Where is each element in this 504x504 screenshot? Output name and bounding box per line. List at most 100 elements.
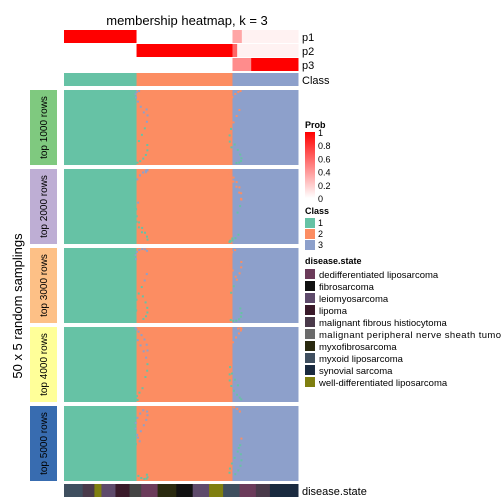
disease-state-cell-6: [141, 484, 159, 497]
heat-block-class-3: [232, 169, 299, 244]
heat-noise-cell: [239, 90, 242, 93]
heat-noise-cell: [229, 176, 232, 179]
heat-noise-cell: [135, 220, 138, 223]
heat-noise-cell: [137, 226, 140, 229]
prob-tick-label: 0: [318, 194, 323, 204]
prob-tick-label: 0.8: [318, 141, 331, 151]
heat-noise-cell: [235, 319, 238, 322]
heat-noise-cell: [146, 238, 149, 241]
heat-noise-cell: [233, 143, 236, 146]
heat-noise-cell: [233, 406, 236, 409]
prob-cell-p3-2: [232, 58, 252, 71]
heat-noise-cell: [230, 291, 233, 294]
heat-noise-cell: [230, 406, 233, 409]
class-legend-swatch-1: [305, 218, 315, 228]
heat-block-class-3: [232, 248, 299, 323]
heat-noise-cell: [237, 90, 240, 93]
heat-noise-cell: [136, 416, 139, 419]
heat-noise-cell: [238, 186, 241, 189]
heat-noise-cell: [135, 443, 138, 446]
heat-block-class-3: [232, 406, 299, 481]
heat-noise-cell: [140, 334, 143, 337]
heat-block-class-1: [64, 248, 138, 323]
heat-noise-cell: [239, 329, 242, 332]
heat-noise-cell: [145, 108, 148, 111]
heat-noise-cell: [235, 161, 238, 164]
heat-noise-cell: [136, 100, 139, 103]
heat-noise-cell: [145, 473, 148, 476]
heat-noise-cell: [240, 437, 243, 440]
heat-noise-cell: [229, 353, 232, 356]
heat-noise-cell: [146, 414, 149, 417]
heat-noise-cell: [145, 343, 148, 346]
prob-cell-p2-1: [136, 44, 233, 57]
heat-noise-cell: [145, 235, 148, 238]
heat-noise-cell: [146, 144, 149, 147]
heat-noise-cell: [240, 157, 243, 160]
heat-noise-cell: [134, 208, 137, 211]
row-group-color-bar: [30, 90, 57, 165]
heat-noise-cell: [240, 459, 243, 462]
class-cell-2: [232, 73, 299, 86]
heat-noise-cell: [146, 410, 149, 413]
heat-noise-cell: [238, 318, 241, 321]
disease-state-cell-10: [209, 484, 224, 497]
heat-noise-cell: [143, 477, 146, 480]
heat-noise-cell: [236, 393, 239, 396]
heat-noise-cell: [235, 181, 238, 184]
heat-noise-cell: [228, 379, 231, 382]
heat-noise-cell: [145, 418, 148, 421]
heat-noise-cell: [232, 319, 235, 322]
prob-cell-p1-2: [232, 30, 243, 43]
prob-cell-p2-3: [237, 44, 299, 57]
heat-noise-cell: [231, 239, 234, 242]
heat-noise-cell: [134, 304, 137, 307]
heat-noise-cell: [230, 127, 233, 130]
prob-cell-p2-0: [64, 44, 138, 57]
heat-noise-cell: [136, 398, 139, 401]
heat-noise-cell: [141, 226, 144, 229]
heat-noise-cell: [237, 469, 240, 472]
row-group-2: top 2000 rows: [30, 169, 299, 244]
heat-noise-cell: [134, 258, 137, 261]
heat-noise-cell: [239, 464, 242, 467]
heat-noise-cell: [146, 114, 149, 117]
heat-noise-cell: [140, 133, 143, 136]
heat-noise-cell: [240, 260, 243, 263]
disease-state-cell-13: [255, 484, 271, 497]
heat-noise-cell: [229, 239, 232, 242]
heat-noise-cell: [146, 306, 149, 309]
heat-noise-cell: [134, 327, 137, 330]
heat-noise-cell: [236, 384, 239, 387]
heat-noise-cell: [232, 389, 235, 392]
disease-state-cell-2: [94, 484, 102, 497]
row-group-color-bar: [30, 169, 57, 244]
heat-noise-cell: [142, 350, 145, 353]
heat-noise-cell: [134, 161, 137, 164]
heat-noise-cell: [143, 127, 146, 130]
heat-noise-cell: [239, 307, 242, 310]
heat-noise-cell: [239, 205, 242, 208]
heat-noise-cell: [134, 214, 137, 217]
heat-noise-cell: [235, 278, 238, 281]
heat-noise-cell: [137, 474, 140, 477]
heat-noise-cell: [146, 349, 149, 352]
heat-noise-cell: [142, 409, 145, 412]
heat-noise-cell: [240, 192, 243, 195]
heat-noise-cell: [229, 366, 232, 369]
heat-noise-cell: [139, 160, 142, 163]
prob-cell-p3-1: [136, 58, 233, 71]
heat-noise-cell: [144, 153, 147, 156]
disease-state-cell-0: [64, 484, 84, 497]
heat-noise-cell: [231, 251, 234, 254]
row-group-3: top 3000 rows: [30, 248, 299, 323]
heat-noise-cell: [236, 148, 239, 151]
heat-block-class-2: [136, 406, 233, 481]
heat-noise-cell: [238, 410, 241, 413]
heat-noise-cell: [137, 201, 140, 204]
prob-cell-p3-0: [64, 58, 138, 71]
row-label-class: Class: [302, 75, 330, 87]
heat-noise-cell: [144, 376, 147, 379]
heat-noise-cell: [140, 477, 143, 480]
heat-noise-cell: [231, 96, 234, 99]
